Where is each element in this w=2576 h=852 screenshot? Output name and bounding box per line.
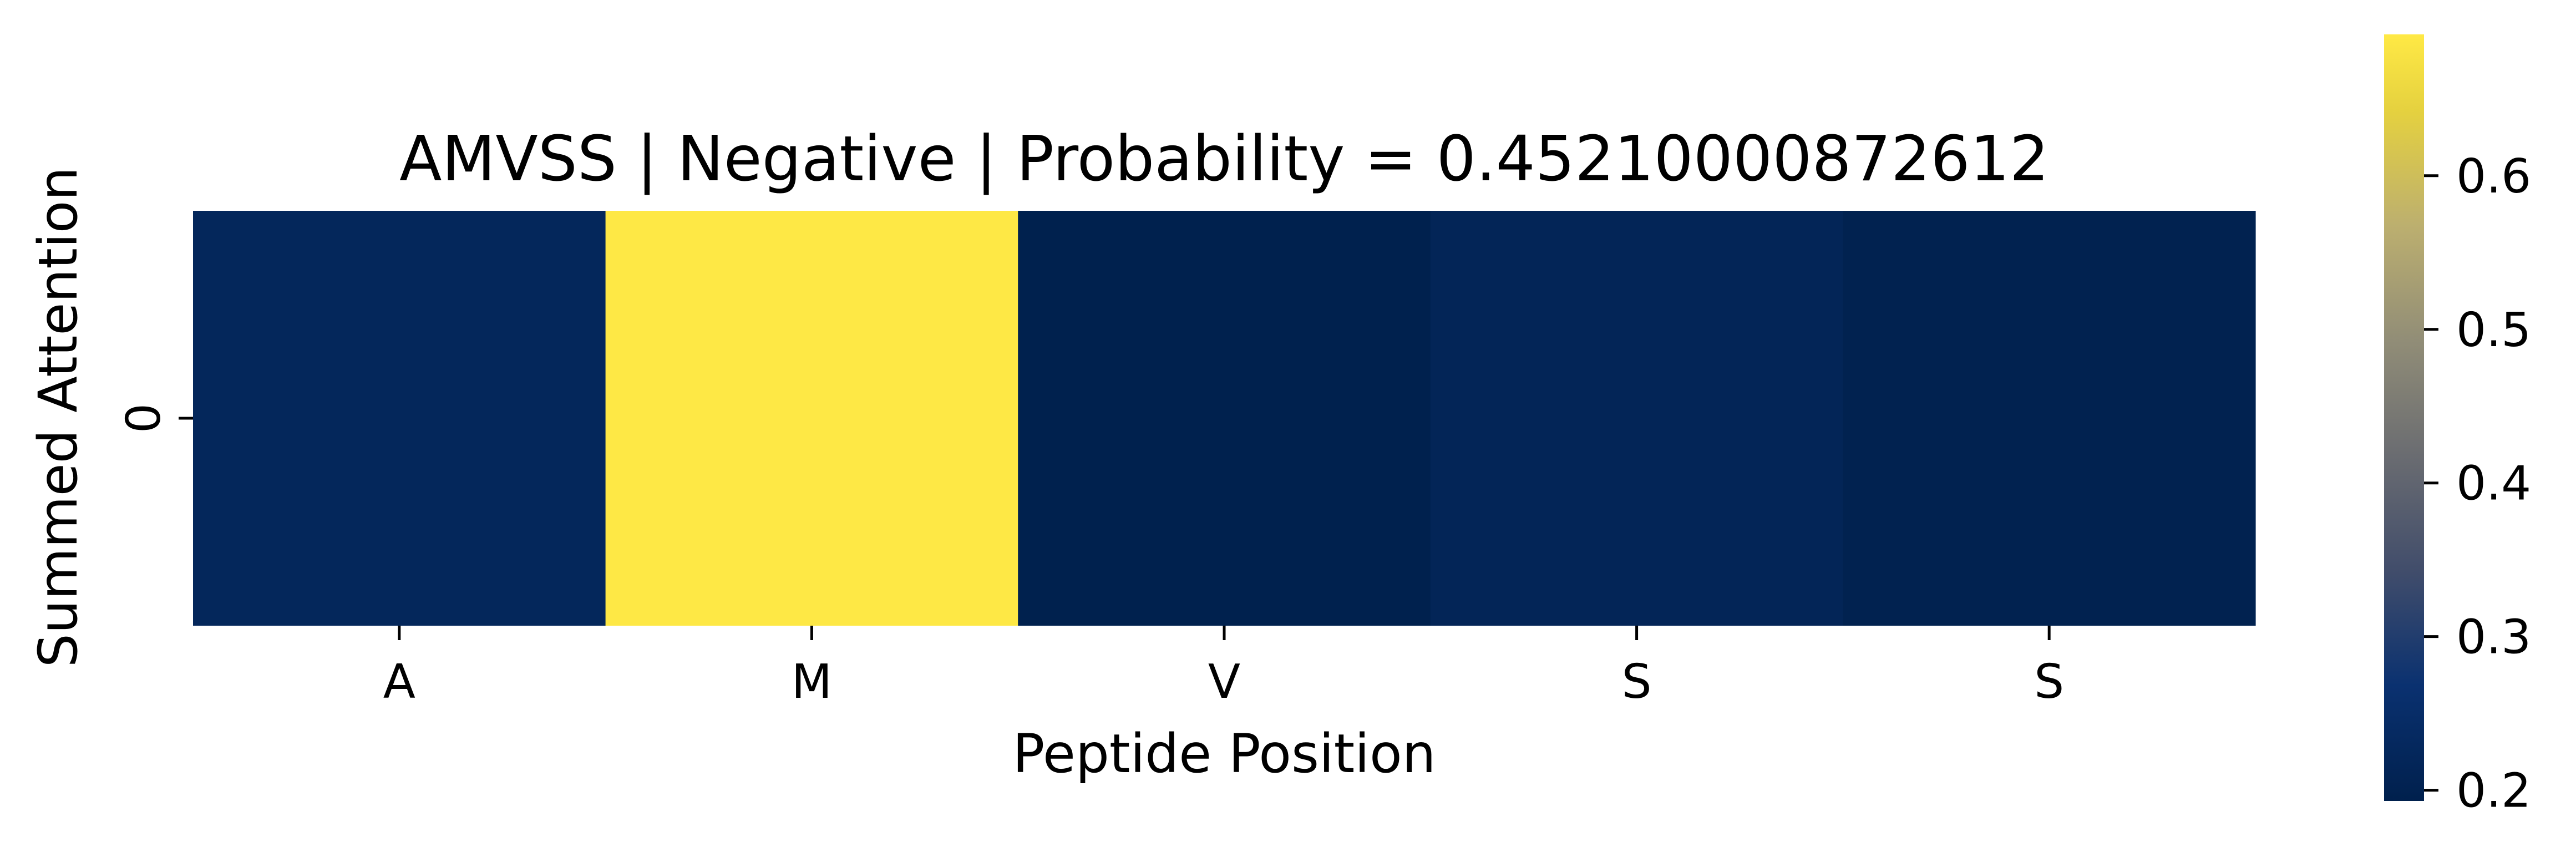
x-tick-label: A [383,655,415,709]
colorbar [2384,34,2424,801]
x-axis-label: Peptide Position [1012,723,1436,785]
heatmap-cell [1843,211,2256,626]
heatmap-cell [1018,211,1431,626]
colorbar-tick-label: 0.3 [2456,610,2531,665]
heatmap-cell [605,211,1018,626]
colorbar-ticks: 0.2 0.3 0.4 0.5 0.6 [2424,149,2531,819]
colorbar-tick-label: 0.6 [2456,149,2531,204]
x-tick-label: S [1622,655,1652,709]
y-tick-label: 0 [116,403,171,433]
y-axis-ticks: 0 [116,403,193,433]
heatmap-cells [193,211,2256,626]
colorbar-tick-label: 0.4 [2456,457,2531,511]
chart-title: AMVSS | Negative | Probability = 0.45210… [399,123,2049,195]
x-tick-label: M [792,655,832,709]
heatmap-cell [1430,211,1843,626]
x-tick-label: V [1208,655,1240,709]
colorbar-tick-label: 0.2 [2456,764,2531,819]
x-tick-label: S [2034,655,2064,709]
colorbar-tick-label: 0.5 [2456,303,2531,358]
y-axis-label: Summed Attention [27,167,89,667]
heatmap-cell [193,211,606,626]
